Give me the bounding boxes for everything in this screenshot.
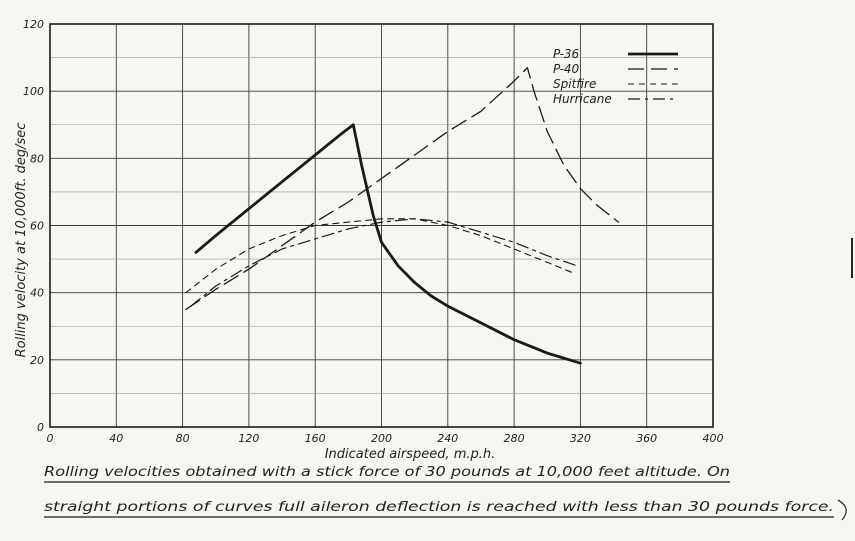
y-tick-label: 20 <box>30 354 44 367</box>
legend-label: P-40 <box>553 62 580 76</box>
x-tick-label: 280 <box>504 432 525 445</box>
y-tick-label: 0 <box>37 421 44 434</box>
x-tick-label: 120 <box>238 432 259 445</box>
plot-frame <box>49 23 714 428</box>
margin-mark <box>837 499 847 521</box>
x-tick-label: 160 <box>305 432 326 445</box>
x-tick-label: 240 <box>437 432 458 445</box>
x-axis-label: Indicated airspeed, m.p.h. <box>325 447 496 462</box>
legend-label: P-36 <box>553 47 580 61</box>
y-tick-label: 120 <box>23 18 44 31</box>
x-tick-label: 80 <box>176 432 190 445</box>
y-tick-label: 80 <box>30 152 44 165</box>
tick-labels: 0 40 80 120 160 200 240 280 320 360 400 0 20 40 60 80 10… <box>23 18 724 445</box>
x-tick-label: 200 <box>371 432 392 445</box>
grid <box>49 23 714 428</box>
legend-label: Hurricane <box>553 92 612 106</box>
x-tick-label: 400 <box>703 432 724 445</box>
y-tick-label: 40 <box>30 287 44 300</box>
series-line-spitfire <box>185 218 573 294</box>
series-line-p-40 <box>185 67 620 311</box>
x-tick-label: 40 <box>109 432 123 445</box>
x-tick-label: 0 <box>47 432 54 445</box>
series-line-p-36 <box>194 123 582 365</box>
caption-line-1: Rolling velocities obtained with a stick… <box>44 464 730 480</box>
y-axis-label: Rolling velocity at 10,000ft. deg/sec <box>14 123 29 358</box>
series-line-hurricane <box>190 218 578 307</box>
x-tick-label: 360 <box>636 432 657 445</box>
y-tick-label: 100 <box>23 85 44 98</box>
x-tick-label: 320 <box>570 432 591 445</box>
caption-line-2: straight portions of curves full aileron… <box>44 499 834 515</box>
y-tick-label: 60 <box>30 220 44 233</box>
series-layer <box>185 67 620 365</box>
legend-label: Spitfire <box>553 77 596 91</box>
